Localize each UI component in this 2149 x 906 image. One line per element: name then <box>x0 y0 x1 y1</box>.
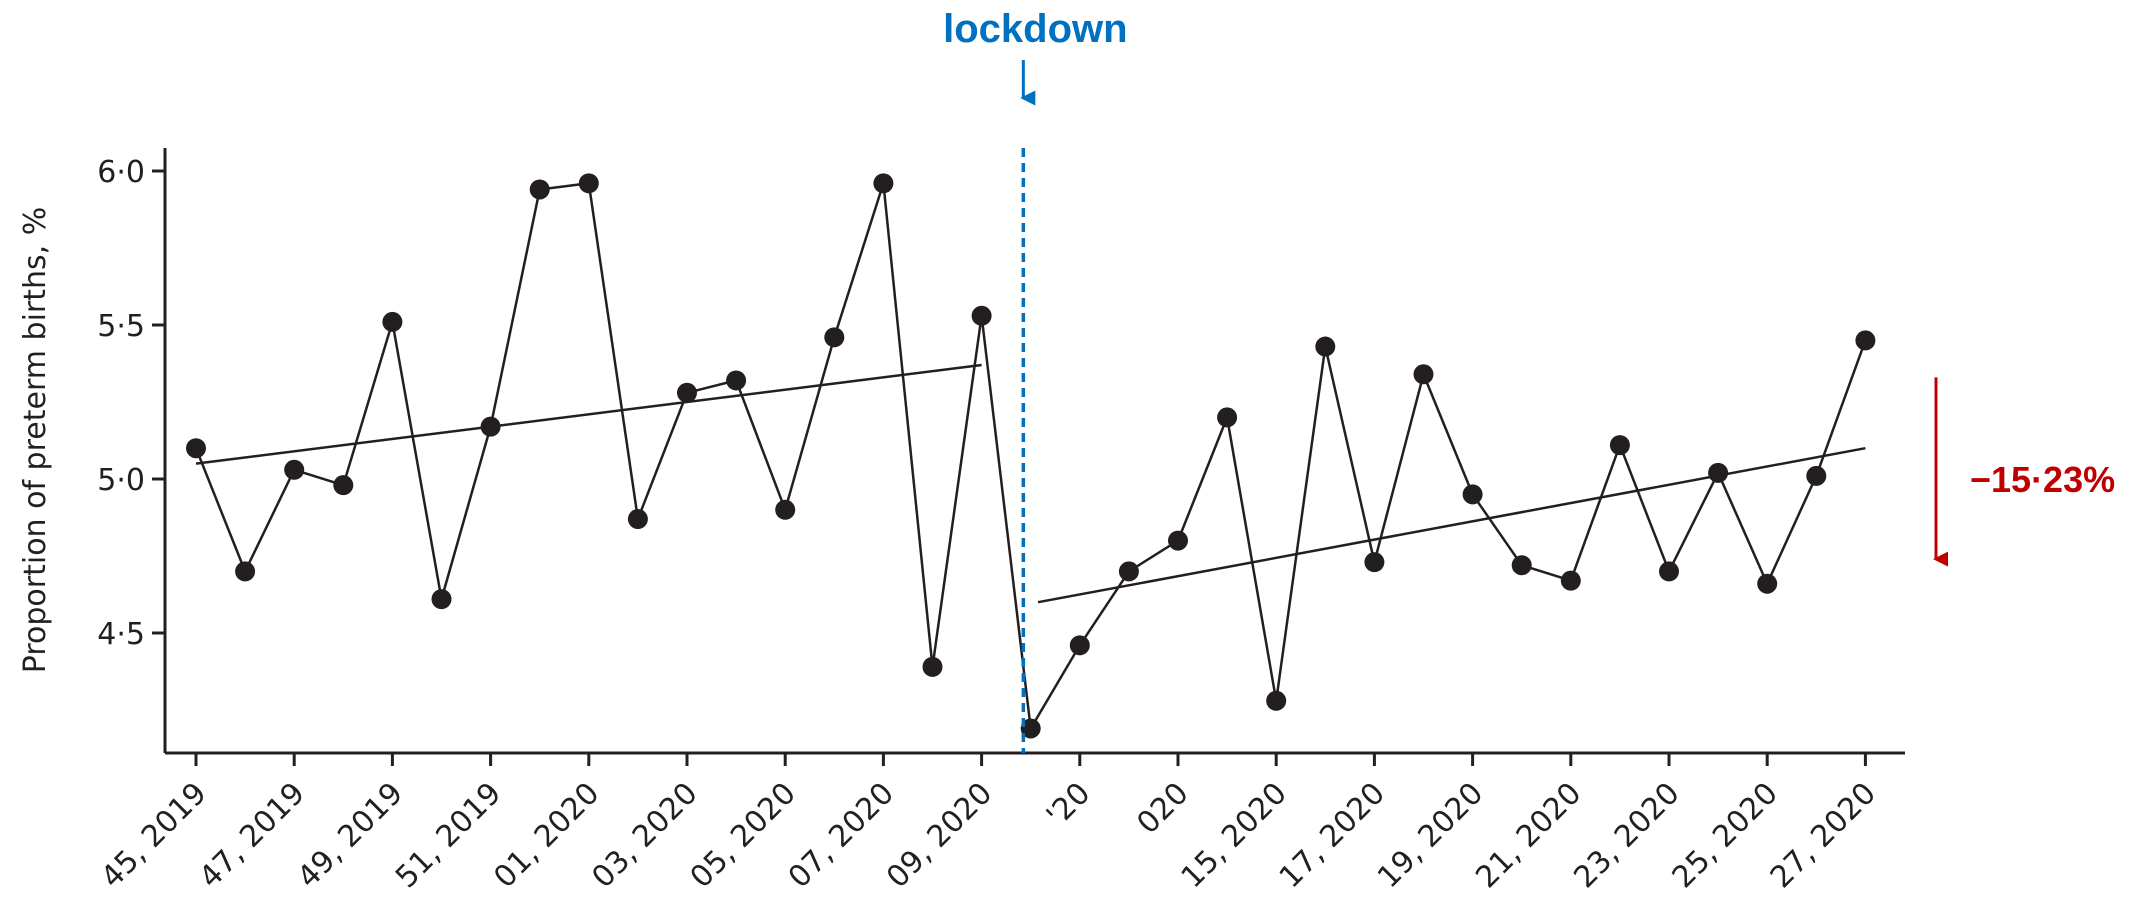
data-point <box>1069 635 1090 656</box>
data-point <box>235 561 256 582</box>
x-tick-label: '20 <box>1040 776 1098 834</box>
x-tick-label: 19, 2020 <box>1371 776 1490 895</box>
data-point <box>677 382 697 403</box>
data-point <box>1020 718 1041 739</box>
data-point <box>529 179 550 200</box>
x-tick-label: 01, 2020 <box>487 776 606 895</box>
x-tick-label: 47, 2019 <box>193 776 312 895</box>
x-tick-label: 21, 2020 <box>1469 776 1588 895</box>
data-point <box>1118 561 1139 582</box>
data-point <box>431 589 452 610</box>
series-line <box>194 182 1867 730</box>
data-point <box>1511 555 1532 576</box>
data-point <box>1560 570 1581 591</box>
data-point <box>333 475 354 496</box>
x-tick-label: 45, 2019 <box>94 776 213 895</box>
x-tick-label: 51, 2019 <box>389 776 508 895</box>
data-point <box>922 656 943 677</box>
y-tick-label: 4·5 <box>97 617 145 652</box>
effect-label: −15·23% <box>1970 459 2115 500</box>
y-tick-label: 6·0 <box>97 155 145 190</box>
x-tick-label: 09, 2020 <box>880 776 999 895</box>
data-point <box>627 509 648 530</box>
data-point <box>1708 462 1729 483</box>
data-point <box>1266 690 1287 711</box>
x-tick-label: 03, 2020 <box>585 776 704 895</box>
data-point <box>578 173 599 194</box>
data-point <box>1855 330 1876 351</box>
x-tick-label: 05, 2020 <box>684 776 803 895</box>
data-point <box>382 311 403 332</box>
data-point <box>480 416 501 437</box>
data-point <box>775 499 796 520</box>
data-point <box>1609 435 1630 456</box>
x-tick-label: 020 <box>1130 776 1195 841</box>
data-point <box>873 173 894 194</box>
x-tick-label: 27, 2020 <box>1764 776 1883 895</box>
data-point <box>1413 364 1434 385</box>
data-point <box>1168 530 1188 551</box>
data-point <box>1462 484 1483 505</box>
data-point <box>284 459 305 480</box>
data-point <box>186 438 206 459</box>
y-tick-label: 5·5 <box>97 309 145 344</box>
data-point <box>1659 561 1679 582</box>
x-tick-label: 07, 2020 <box>782 776 901 895</box>
data-point <box>1364 552 1385 573</box>
x-tick-label: 15, 2020 <box>1175 776 1294 895</box>
data-point <box>971 305 992 326</box>
y-tick-label: 5·0 <box>97 463 145 498</box>
data-point <box>1217 407 1238 428</box>
data-point <box>1315 336 1336 357</box>
data-point <box>1806 465 1827 486</box>
x-tick-label: 49, 2019 <box>291 776 410 895</box>
x-tick-label: 17, 2020 <box>1273 776 1392 895</box>
y-axis-title: Proportion of preterm births, % <box>18 207 53 673</box>
x-tick-label: 25, 2020 <box>1666 776 1785 895</box>
lockdown-label: lockdown <box>943 7 1127 51</box>
trend-line-pre-lockdown <box>195 363 982 465</box>
x-tick-label: 23, 2020 <box>1567 776 1686 895</box>
data-point <box>1757 573 1778 594</box>
data-point <box>824 327 845 348</box>
data-point <box>726 370 747 391</box>
